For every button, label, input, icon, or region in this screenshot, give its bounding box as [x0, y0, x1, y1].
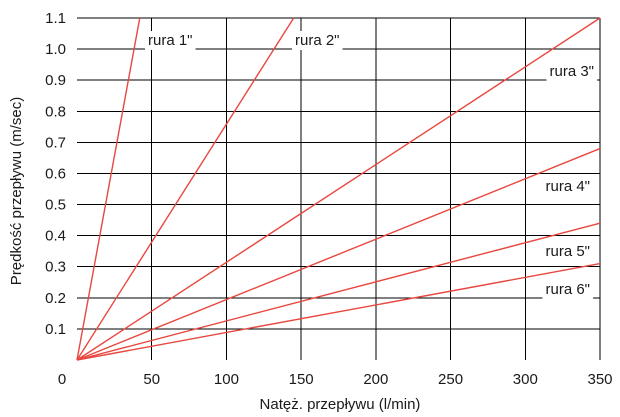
- y-axis-title: Prędkość przepływu (m/sec): [8, 97, 25, 285]
- x-tick-label: 200: [363, 371, 388, 388]
- series-label-3: rura 3": [549, 63, 594, 80]
- series-label-bg: [292, 31, 343, 50]
- x-tick-label: 100: [214, 371, 239, 388]
- y-tick-label: 0.6: [45, 165, 66, 182]
- x-tick-label: 0: [58, 371, 66, 388]
- y-tick-label: 1.0: [45, 41, 66, 58]
- series-label-bg: [546, 62, 597, 81]
- series-label-bg: [542, 177, 593, 196]
- series-line-5: [76, 222, 601, 361]
- series-label-6: rura 6": [545, 281, 590, 298]
- y-tick-label: 1.1: [45, 10, 66, 27]
- y-tick-label: 0.3: [45, 259, 66, 276]
- x-tick-label: 50: [143, 371, 160, 388]
- series-line-6: [76, 262, 601, 361]
- grid-layer: [77, 17, 601, 360]
- series-line-1: [76, 17, 141, 361]
- label-layer: rura 1" rura 2" rura 3" rura 4" rura 5" rura …: [145, 31, 597, 299]
- series-label-2: rura 2": [295, 32, 340, 49]
- tick-layer: 0.1 0.2 0.3 0.4 0.5 0.6 0.7 0.8 0.9 1.0 1.1 0 50 100 1…: [45, 10, 612, 388]
- series-label-bg: [542, 280, 593, 299]
- x-tick-label: 300: [513, 371, 538, 388]
- series-line-2: [76, 17, 295, 361]
- series-line-3: [76, 17, 601, 361]
- x-tick-label: 350: [587, 371, 612, 388]
- series-layer: [76, 17, 601, 361]
- series-label-4: rura 4": [545, 178, 590, 195]
- series-line-4: [76, 147, 601, 361]
- series-label-5: rura 5": [545, 243, 590, 260]
- y-tick-label: 0.9: [45, 72, 66, 89]
- x-tick-label: 250: [438, 371, 463, 388]
- y-tick-label: 0.2: [45, 290, 66, 307]
- y-tick-label: 0.7: [45, 134, 66, 151]
- series-label-bg: [145, 31, 196, 50]
- x-tick-label: 150: [289, 371, 314, 388]
- x-axis-title: Natęż. przepływu (l/min): [260, 396, 421, 412]
- y-tick-label: 0.1: [45, 321, 66, 338]
- y-tick-label: 0.4: [45, 228, 66, 245]
- series-label-1: rura 1": [148, 32, 193, 49]
- y-tick-label: 0.5: [45, 197, 66, 214]
- series-label-bg: [542, 242, 593, 261]
- y-tick-label: 0.8: [45, 103, 66, 120]
